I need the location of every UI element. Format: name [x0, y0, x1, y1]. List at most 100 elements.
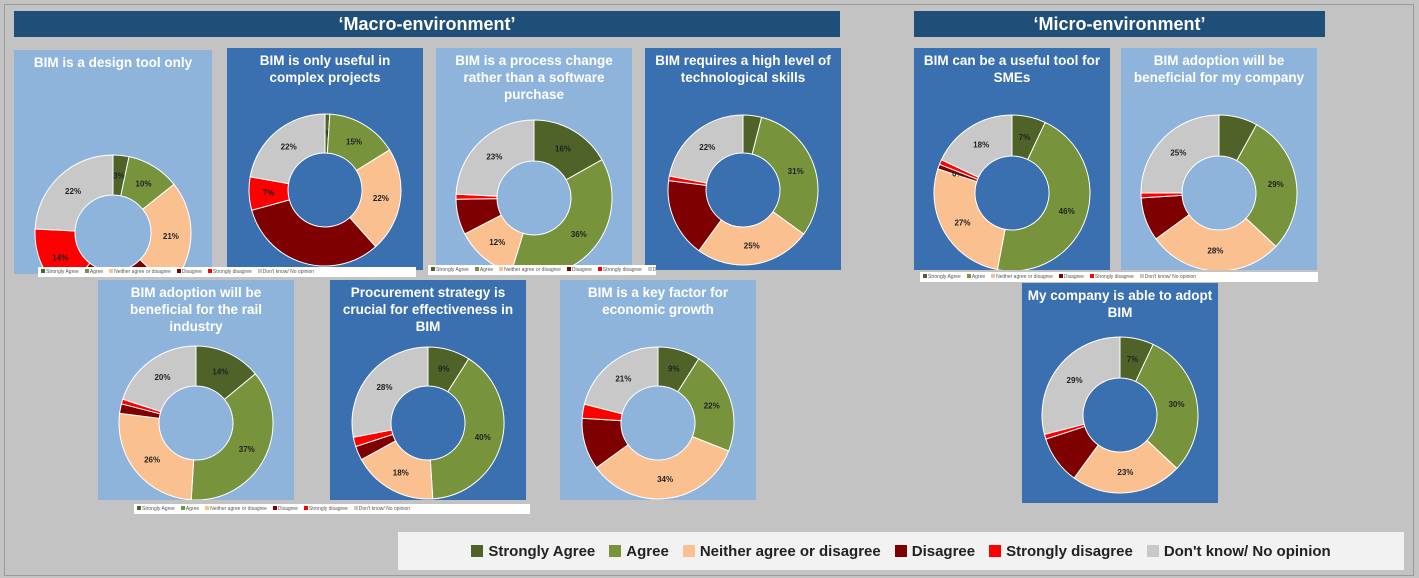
slice-label-strongly-agree: 7%	[1019, 133, 1031, 142]
mini-legend-swatch	[207, 269, 212, 273]
legend-swatch	[989, 545, 1002, 557]
mini-legend-swatch	[180, 506, 185, 510]
donut-hole	[498, 162, 570, 234]
donut-hole	[1084, 379, 1156, 451]
mini-legend-swatch	[597, 267, 602, 271]
mini-legend-swatch	[84, 269, 89, 273]
mini-legend-item-neither: Neither agree or disagree	[499, 267, 561, 273]
mini-legend-label: Don't know/ No opinion	[262, 269, 315, 275]
mini-legend-label: Strongly disagree	[308, 506, 348, 512]
mini-legend-swatch	[257, 269, 262, 273]
legend-swatch	[894, 545, 907, 557]
mini-legend-swatch	[205, 506, 210, 510]
chart-title: BIM adoption will be beneficial for the …	[129, 285, 263, 334]
slice-dont-know	[1140, 114, 1220, 194]
slice-label-agree: 46%	[1059, 207, 1075, 216]
donut-hole	[707, 154, 779, 226]
legend-swatch	[682, 545, 695, 557]
chart-panel-economic-growth: BIM is a key factor for economic growth …	[560, 280, 756, 500]
legend-swatch	[471, 545, 484, 557]
donut-chart: 1% 15% 22% 7% 22%	[248, 113, 402, 267]
slice-label-dont-know: 29%	[1067, 376, 1083, 385]
mini-legend-label: Neither agree or disagree	[996, 274, 1053, 280]
donut-hole	[76, 196, 150, 270]
mini-legend-item-disagree: Disagree	[272, 506, 298, 512]
mini-legend-swatch	[272, 506, 277, 510]
chart-panel-my-company-benefit: BIM adoption will be beneficial for my c…	[1121, 48, 1317, 270]
slice-agree	[429, 358, 505, 500]
mini-legend-label: Strongly disagree	[212, 269, 252, 275]
chart-panel-process-change: BIM is a process change rather than a so…	[436, 48, 632, 270]
slice-label-neither: 12%	[489, 238, 505, 247]
legend-label: Disagree	[911, 542, 976, 560]
mini-legend-item-agree: Agree	[84, 269, 104, 275]
chart-panel-design-tool: BIM is a design tool only 3% 10% 21% 14% 22%	[14, 50, 212, 274]
slice-label-neither: 25%	[744, 241, 760, 250]
slice-neither	[933, 168, 1006, 270]
slice-label-neither: 21%	[163, 232, 179, 241]
chart-title: BIM is a process change rather than a so…	[455, 53, 613, 102]
slice-label-strongly-agree: 16%	[555, 144, 571, 153]
mini-legend-item-neither: Neither agree or disagree	[109, 269, 171, 275]
legend-label: Don't know/ No opinion	[1163, 542, 1331, 560]
donut-hole	[976, 157, 1048, 229]
slice-label-neither: 27%	[954, 218, 970, 227]
slice-label-dont-know: 23%	[486, 152, 502, 161]
donut-hole	[289, 154, 361, 226]
slice-dont-know	[940, 114, 1013, 178]
slice-label-dont-know: 21%	[615, 374, 631, 383]
mini-legend-swatch	[1139, 274, 1144, 278]
slice-disagree	[251, 199, 377, 267]
mini-legend-item-disagree: Disagree	[566, 267, 592, 273]
mini-legend-item-disagree: Disagree	[1058, 274, 1084, 280]
legend-swatch	[609, 545, 622, 557]
slice-label-strongly-disagree: 14%	[52, 253, 68, 262]
mini-legend-label: Agree	[971, 274, 986, 280]
slice-label-strongly-agree: 9%	[438, 365, 450, 374]
slice-dont-know	[1041, 336, 1121, 436]
legend-item-strongly-disagree: Strongly disagree	[989, 543, 1133, 560]
mini-legend-item-agree: Agree	[180, 506, 199, 512]
mini-legend-label: Strongly Agree	[928, 274, 961, 280]
chart-panel-complex-projects: BIM is only useful in complex projects 1…	[227, 48, 423, 270]
slice-agree	[996, 121, 1091, 270]
slice-dont-know	[351, 346, 429, 438]
donut-hole	[1183, 157, 1255, 229]
legend-swatch	[1146, 545, 1159, 557]
slice-label-agree: 37%	[239, 445, 255, 454]
chart-panel-my-company-able: My company is able to adopt BIM 7% 30% 23%…	[1022, 283, 1218, 503]
chart-title: BIM can be a useful tool for SMEs	[923, 53, 1101, 85]
slice-label-strongly-agree: 7%	[1127, 355, 1139, 364]
donut-chart: 14% 37% 26% 20%	[118, 345, 274, 500]
mini-legend: Strongly Agree Agree Neither agree or disa…	[134, 504, 530, 514]
slice-dont-know	[455, 119, 535, 197]
slice-label-disagree: 0%	[952, 170, 964, 179]
slice-agree	[751, 116, 819, 235]
donut-hole	[160, 387, 232, 459]
chart-title: My company is able to adopt BIM	[1027, 288, 1213, 320]
slice-label-neither: 18%	[393, 469, 409, 478]
mini-legend-item-neither: Neither agree or disagree	[205, 506, 267, 512]
slice-dont-know	[34, 154, 114, 232]
donut-chart: 9% 22% 34% 21%	[581, 346, 735, 500]
legend-item-strongly-agree: Strongly Agree	[471, 543, 595, 560]
mini-legend-label: Disagree	[277, 506, 298, 512]
chart-panel-rail-industry: BIM adoption will be beneficial for the …	[98, 280, 294, 500]
legend-item-disagree: Disagree	[894, 542, 976, 560]
slice-label-agree: 29%	[1268, 180, 1284, 189]
mini-legend-swatch	[41, 269, 45, 273]
chart-title: BIM adoption will be beneficial for my c…	[1133, 53, 1305, 85]
mini-legend-item-neither: Neither agree or disagree	[991, 274, 1053, 280]
mini-legend-item-strongly-disagree: Strongly disagree	[303, 506, 348, 512]
donut-chart: 3% 10% 21% 14% 22%	[34, 154, 192, 274]
mini-legend-label: Strongly disagree	[1094, 274, 1134, 280]
slice-label-neither: 34%	[657, 475, 673, 484]
slice-neither	[139, 183, 192, 274]
slice-label-agree: 40%	[475, 433, 491, 442]
mini-legend-item-strongly-agree: Strongly Agree	[41, 269, 79, 275]
slice-label-neither: 26%	[144, 455, 160, 464]
slice-label-agree: 22%	[704, 402, 720, 411]
mini-legend-label: Agree	[89, 269, 104, 275]
slice-dont-know	[122, 345, 197, 413]
slice-label-neither: 28%	[1207, 246, 1223, 255]
